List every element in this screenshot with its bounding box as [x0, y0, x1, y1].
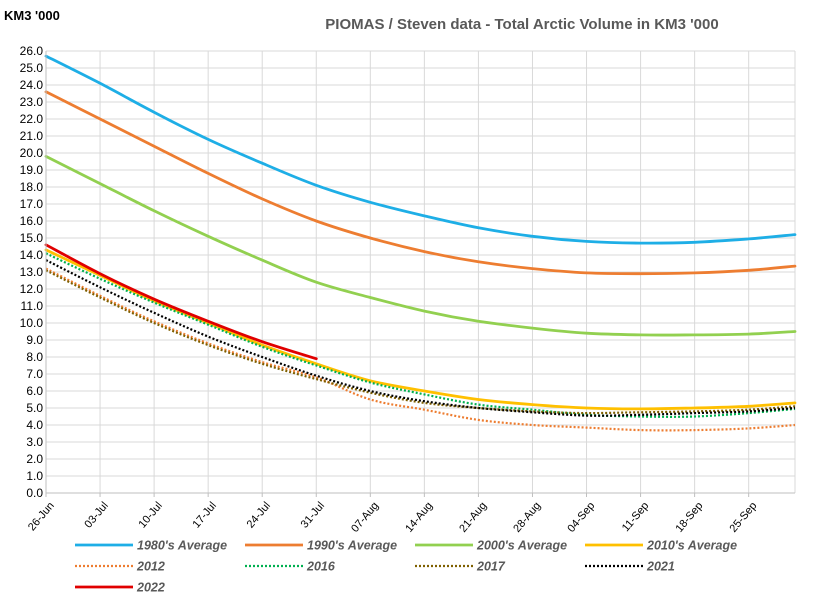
- legend-item-2012: 2012: [75, 560, 165, 574]
- y-tick-label: 14.0: [20, 248, 44, 262]
- y-tick-label: 25.0: [20, 61, 44, 75]
- y-tick-label: 26.0: [20, 44, 44, 58]
- y-tick-label: 12.0: [20, 282, 44, 296]
- y-tick-label: 15.0: [20, 231, 44, 245]
- y-tick-label: 23.0: [20, 95, 44, 109]
- series-line-2000-s-average: [44, 155, 797, 337]
- legend-item-2022: 2022: [75, 581, 165, 595]
- y-tick-label: 9.0: [26, 333, 43, 347]
- y-tick-label: 8.0: [26, 350, 43, 364]
- legend: 1980's Average 1990's Average 2000's Avera…: [75, 539, 737, 595]
- y-tick-label: 0.0: [26, 486, 43, 500]
- y-tick-label: 20.0: [20, 146, 44, 160]
- y-tick-label: 18.0: [20, 180, 44, 194]
- legend-label: 2012: [136, 560, 165, 574]
- legend-item-2016: 2016: [245, 560, 336, 574]
- y-tick-label: 21.0: [20, 129, 44, 143]
- legend-item-2000-s-average: 2000's Average: [415, 539, 567, 553]
- series-line-2016: [45, 252, 796, 418]
- legend-label: 2021: [646, 560, 675, 574]
- series-line-1980-s-average: [44, 54, 797, 245]
- series-line-2021: [45, 259, 796, 417]
- legend-item-1990-s-average: 1990's Average: [245, 539, 397, 553]
- chart-title: PIOMAS / Steven data - Total Arctic Volu…: [325, 16, 718, 33]
- series-lines: [44, 54, 797, 432]
- y-tick-label: 13.0: [20, 265, 44, 279]
- y-tick-label: 17.0: [20, 197, 44, 211]
- legend-item-2010-s-average: 2010's Average: [585, 539, 737, 553]
- y-tick-label: 2.0: [26, 452, 43, 466]
- legend-label: 2000's Average: [476, 539, 567, 553]
- y-tick-label: 1.0: [26, 469, 43, 483]
- series-line-1990-s-average: [44, 90, 797, 276]
- legend-label: 2010's Average: [646, 539, 737, 553]
- legend-item-1980-s-average: 1980's Average: [75, 539, 227, 553]
- series-line-2012: [45, 267, 796, 432]
- y-axis-label: KM3 '000: [4, 8, 60, 23]
- y-tick-label: 16.0: [20, 214, 44, 228]
- y-tick-label: 24.0: [20, 78, 44, 92]
- y-tick-label: 19.0: [20, 163, 44, 177]
- legend-label: 2017: [476, 560, 506, 574]
- legend-item-2017: 2017: [415, 560, 506, 574]
- legend-label: 2016: [306, 560, 336, 574]
- y-tick-label: 3.0: [26, 435, 43, 449]
- y-tick-label: 11.0: [21, 299, 44, 313]
- legend-label: 1980's Average: [137, 539, 227, 553]
- y-tick-label: 7.0: [26, 367, 43, 381]
- legend-label: 1990's Average: [307, 539, 397, 553]
- series-line-2010-s-average: [44, 248, 797, 411]
- y-tick-label: 6.0: [26, 384, 43, 398]
- legend-label: 2022: [136, 581, 165, 595]
- legend-item-2021: 2021: [585, 560, 675, 574]
- series-line-2022: [44, 243, 318, 361]
- y-axis-ticks: 0.0 1.0 2.0 3.0 4.0 5.0 6.0 7.0 8.0 9.0 10.0 11.0 12…: [20, 44, 44, 500]
- axes: [45, 51, 795, 494]
- y-tick-label: 5.0: [26, 401, 43, 415]
- y-tick-label: 10.0: [20, 316, 44, 330]
- series-line-2017: [45, 269, 796, 415]
- y-tick-label: 22.0: [20, 112, 44, 126]
- y-tick-label: 4.0: [26, 418, 43, 432]
